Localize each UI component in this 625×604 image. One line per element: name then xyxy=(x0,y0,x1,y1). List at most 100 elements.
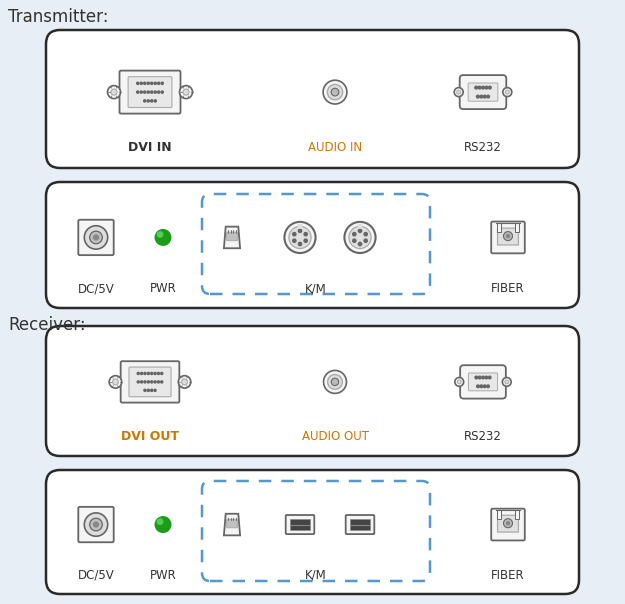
FancyBboxPatch shape xyxy=(128,77,172,108)
Circle shape xyxy=(331,378,339,385)
Circle shape xyxy=(485,376,488,379)
Circle shape xyxy=(107,86,121,98)
Circle shape xyxy=(504,519,512,528)
Circle shape xyxy=(475,376,478,379)
FancyBboxPatch shape xyxy=(227,519,238,528)
Circle shape xyxy=(289,226,311,248)
Circle shape xyxy=(488,376,491,379)
Circle shape xyxy=(475,86,478,89)
Circle shape xyxy=(154,381,156,383)
Bar xyxy=(516,223,519,232)
FancyBboxPatch shape xyxy=(460,365,506,399)
Circle shape xyxy=(154,91,156,93)
Circle shape xyxy=(364,233,368,236)
Circle shape xyxy=(457,90,461,94)
Circle shape xyxy=(292,233,296,236)
Text: Transmitter:: Transmitter: xyxy=(8,8,109,26)
Circle shape xyxy=(154,82,156,85)
Circle shape xyxy=(183,89,189,95)
Circle shape xyxy=(292,239,296,242)
Text: DC/5V: DC/5V xyxy=(78,569,114,582)
Circle shape xyxy=(178,376,191,388)
Circle shape xyxy=(503,378,511,387)
Text: RS232: RS232 xyxy=(464,141,502,154)
FancyBboxPatch shape xyxy=(491,222,525,253)
Circle shape xyxy=(349,226,371,248)
Circle shape xyxy=(137,91,139,93)
FancyBboxPatch shape xyxy=(460,75,506,109)
Circle shape xyxy=(161,82,163,85)
FancyBboxPatch shape xyxy=(498,228,519,245)
Circle shape xyxy=(84,513,107,536)
Circle shape xyxy=(93,521,99,528)
FancyBboxPatch shape xyxy=(119,71,181,114)
Circle shape xyxy=(158,91,160,93)
Circle shape xyxy=(144,390,146,391)
Circle shape xyxy=(487,385,489,388)
FancyBboxPatch shape xyxy=(121,361,179,403)
Circle shape xyxy=(458,380,461,384)
Circle shape xyxy=(154,390,156,391)
Circle shape xyxy=(84,226,107,249)
FancyBboxPatch shape xyxy=(46,182,579,308)
Circle shape xyxy=(151,82,153,85)
Circle shape xyxy=(147,82,149,85)
Circle shape xyxy=(137,381,139,383)
Circle shape xyxy=(144,381,146,383)
Text: DVI IN: DVI IN xyxy=(128,141,172,154)
Circle shape xyxy=(478,86,481,89)
Circle shape xyxy=(137,82,139,85)
Circle shape xyxy=(161,381,163,383)
Circle shape xyxy=(158,381,159,383)
Text: PWR: PWR xyxy=(149,569,176,582)
Text: DVI OUT: DVI OUT xyxy=(121,430,179,443)
Circle shape xyxy=(476,95,479,98)
Circle shape xyxy=(323,80,347,104)
Circle shape xyxy=(148,390,149,391)
Circle shape xyxy=(503,88,512,97)
Circle shape xyxy=(480,95,482,98)
Circle shape xyxy=(158,82,160,85)
Bar xyxy=(349,519,371,530)
Text: RS232: RS232 xyxy=(464,430,502,443)
Text: FIBER: FIBER xyxy=(491,569,525,582)
Text: Receiver:: Receiver: xyxy=(8,316,86,334)
Circle shape xyxy=(482,86,484,89)
Circle shape xyxy=(144,373,146,374)
Circle shape xyxy=(147,100,149,102)
Circle shape xyxy=(454,88,463,97)
Circle shape xyxy=(298,230,302,233)
Circle shape xyxy=(506,521,510,525)
Text: DC/5V: DC/5V xyxy=(78,282,114,295)
Bar xyxy=(289,519,311,530)
Circle shape xyxy=(154,516,171,533)
Circle shape xyxy=(144,82,146,85)
Circle shape xyxy=(151,100,153,102)
Circle shape xyxy=(483,95,486,98)
Circle shape xyxy=(331,88,339,96)
Circle shape xyxy=(154,373,156,374)
Circle shape xyxy=(182,379,188,385)
Polygon shape xyxy=(224,226,240,248)
Text: AUDIO OUT: AUDIO OUT xyxy=(301,430,369,443)
Circle shape xyxy=(151,381,152,383)
Text: FIBER: FIBER xyxy=(491,282,525,295)
Circle shape xyxy=(93,234,99,240)
Circle shape xyxy=(148,381,149,383)
Circle shape xyxy=(140,82,142,85)
Circle shape xyxy=(352,233,356,236)
Circle shape xyxy=(304,239,308,242)
Circle shape xyxy=(157,518,163,525)
Circle shape xyxy=(358,230,362,233)
FancyBboxPatch shape xyxy=(78,220,114,255)
Circle shape xyxy=(284,222,316,253)
Circle shape xyxy=(151,373,152,374)
Bar xyxy=(497,223,501,232)
Circle shape xyxy=(90,231,103,244)
Circle shape xyxy=(504,231,512,240)
Text: PWR: PWR xyxy=(149,282,176,295)
Circle shape xyxy=(112,379,118,385)
Circle shape xyxy=(304,233,308,236)
Circle shape xyxy=(487,95,489,98)
Circle shape xyxy=(455,378,464,387)
